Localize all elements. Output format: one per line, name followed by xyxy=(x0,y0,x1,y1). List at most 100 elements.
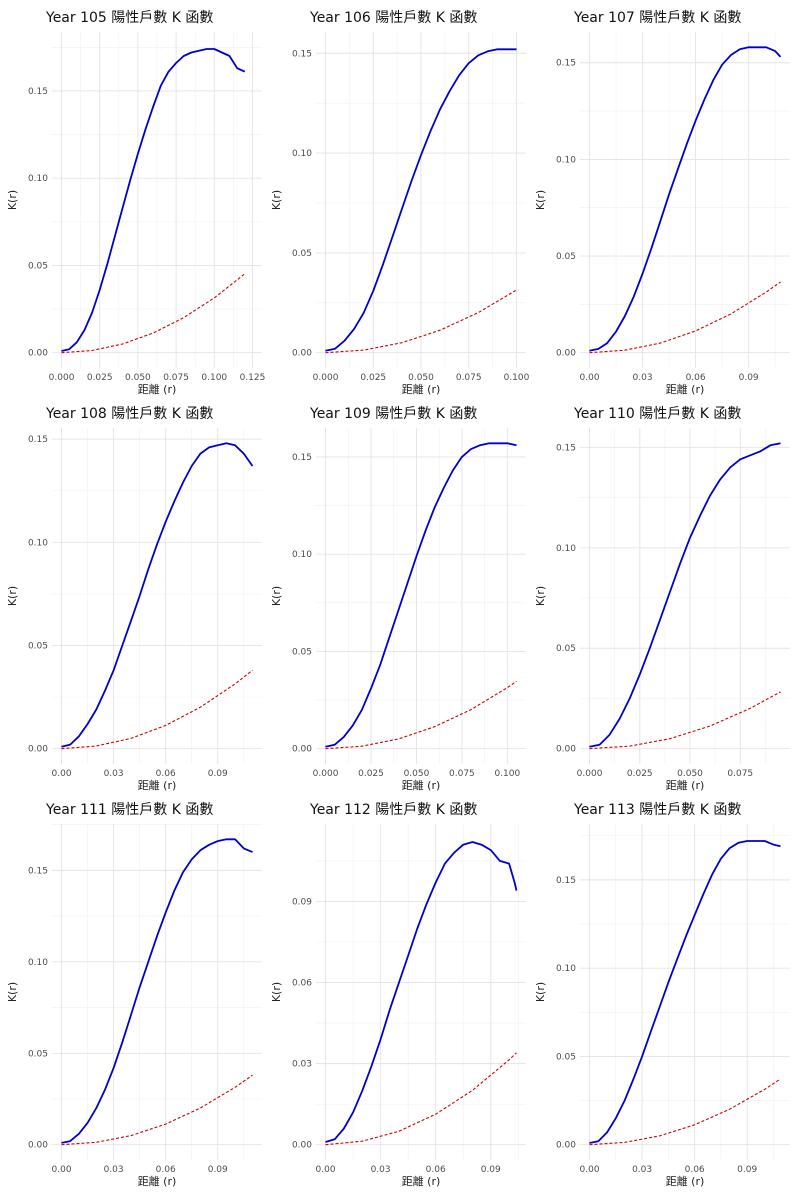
k-function-panel: 0.00 0.03 0.06 0.09 0.00 0.03 0.06 0.09 Year 112… xyxy=(268,794,530,1190)
x-tick-label: 0.06 xyxy=(426,1165,446,1175)
y-axis-label: K(r) xyxy=(270,586,283,606)
observed-k-line xyxy=(61,48,246,352)
k-function-panel: 0.00 0.03 0.06 0.09 0.00 0.05 0.10 0.15 Year 113… xyxy=(532,794,794,1190)
y-tick-label: 0.09 xyxy=(292,897,312,907)
x-tick-label: 0.050 xyxy=(677,769,703,779)
k-function-chart: 0.00 0.03 0.06 0.09 0.00 0.05 0.10 0.15 Year 111… xyxy=(6,802,262,1188)
y-tick-label: 0.05 xyxy=(28,642,48,652)
y-axis-label: K(r) xyxy=(6,190,19,210)
y-tick-label: 0.15 xyxy=(556,59,576,69)
y-tick-label: 0.15 xyxy=(292,49,312,59)
x-axis-label: 距離 (r) xyxy=(138,382,177,396)
x-tick-label: 0.09 xyxy=(737,1165,757,1175)
x-tick-label: 0.00 xyxy=(52,769,72,779)
y-tick-label: 0.15 xyxy=(556,876,576,886)
x-tick-label: 0.06 xyxy=(686,373,706,383)
x-tick-label: 0.125 xyxy=(240,373,266,383)
observed-k-line xyxy=(61,838,253,1144)
gridlines xyxy=(316,428,526,764)
y-tick-label: 0.03 xyxy=(292,1060,312,1070)
y-tick-label: 0.10 xyxy=(28,538,48,548)
theoretical-k-line xyxy=(325,680,517,750)
y-tick-label: 0.00 xyxy=(556,1141,576,1151)
x-tick-label: 0.025 xyxy=(87,373,113,383)
x-axis-label: 距離 (r) xyxy=(402,382,441,396)
x-tick-label: 0.050 xyxy=(404,769,430,779)
y-tick-label: 0.00 xyxy=(292,349,312,359)
gridlines xyxy=(580,32,790,368)
theoretical-k-line xyxy=(325,1052,517,1146)
observed-k-line xyxy=(589,840,781,1144)
gridlines xyxy=(580,824,790,1160)
y-tick-label: 0.05 xyxy=(28,1049,48,1059)
k-function-chart: 0.00 0.03 0.06 0.09 0.00 0.05 0.10 0.15 Year 108… xyxy=(6,406,262,792)
x-axis-label: 距離 (r) xyxy=(138,778,177,792)
x-tick-label: 0.000 xyxy=(49,373,75,383)
x-tick-label: 0.03 xyxy=(633,373,653,383)
x-tick-label: 0.09 xyxy=(481,1165,501,1175)
y-axis-label: K(r) xyxy=(270,982,283,1002)
k-function-chart: 0.00 0.03 0.06 0.09 0.00 0.05 0.10 0.15 Year 113… xyxy=(534,802,790,1188)
theoretical-k-line xyxy=(589,281,781,354)
k-function-panel: 0.00 0.03 0.06 0.09 0.00 0.05 0.10 0.15 Year 107… xyxy=(532,2,794,398)
y-tick-label: 0.00 xyxy=(292,745,312,755)
y-axis-label: K(r) xyxy=(270,190,283,210)
k-function-panel: 0.000 0.025 0.050 0.075 0.100 0.00 0.05 0.10 0.1… xyxy=(268,398,530,794)
x-tick-label: 0.025 xyxy=(627,769,653,779)
x-tick-label: 0.075 xyxy=(727,769,753,779)
panel-title: Year 106 陽性戶數 K 函數 xyxy=(309,10,477,26)
x-tick-label: 0.06 xyxy=(156,1165,176,1175)
x-tick-label: 0.075 xyxy=(449,769,475,779)
theoretical-k-line xyxy=(325,289,517,354)
gridlines xyxy=(52,428,262,764)
y-tick-label: 0.06 xyxy=(292,979,312,989)
y-tick-label: 0.15 xyxy=(28,866,48,876)
x-tick-label: 0.000 xyxy=(313,769,339,779)
x-tick-label: 0.000 xyxy=(577,769,603,779)
x-tick-label: 0.100 xyxy=(201,373,227,383)
y-tick-label: 0.05 xyxy=(28,261,48,271)
y-tick-label: 0.05 xyxy=(292,647,312,657)
x-tick-label: 0.075 xyxy=(456,373,482,383)
panel-title: Year 107 陽性戶數 K 函數 xyxy=(573,10,741,26)
gridlines xyxy=(52,824,262,1160)
y-axis-label: K(r) xyxy=(534,190,547,210)
y-tick-label: 0.10 xyxy=(28,958,48,968)
x-tick-label: 0.075 xyxy=(163,373,189,383)
y-tick-label: 0.05 xyxy=(556,644,576,654)
y-tick-label: 0.00 xyxy=(28,745,48,755)
gridlines xyxy=(316,824,526,1160)
k-function-panel: 0.000 0.025 0.050 0.075 0.100 0.125 0.00 0.05 0.… xyxy=(4,2,266,398)
k-function-chart: 0.000 0.025 0.050 0.075 0.100 0.00 0.05 0.10 0.1… xyxy=(270,10,530,396)
k-function-chart: 0.000 0.025 0.050 0.075 0.100 0.125 0.00 0.05 0.… xyxy=(6,10,266,396)
x-tick-label: 0.025 xyxy=(358,769,384,779)
panel-title: Year 111 陽性戶數 K 函數 xyxy=(45,802,213,818)
panel-title: Year 110 陽性戶數 K 函數 xyxy=(573,406,741,422)
y-tick-label: 0.15 xyxy=(292,453,312,463)
y-tick-label: 0.00 xyxy=(556,745,576,755)
observed-k-line xyxy=(589,442,781,748)
y-axis-label: K(r) xyxy=(534,982,547,1002)
y-tick-label: 0.10 xyxy=(292,550,312,560)
y-tick-label: 0.15 xyxy=(556,443,576,453)
x-tick-label: 0.100 xyxy=(494,769,520,779)
y-tick-label: 0.10 xyxy=(556,544,576,554)
y-tick-label: 0.10 xyxy=(292,149,312,159)
y-axis-label: K(r) xyxy=(6,586,19,606)
k-function-panel: 0.000 0.025 0.050 0.075 0.00 0.05 0.10 0.15 Year… xyxy=(532,398,794,794)
y-tick-label: 0.10 xyxy=(556,964,576,974)
y-tick-label: 0.05 xyxy=(556,252,576,262)
x-tick-label: 0.03 xyxy=(104,769,124,779)
x-axis-label: 距離 (r) xyxy=(666,382,705,396)
panel-title: Year 108 陽性戶數 K 函數 xyxy=(45,406,213,422)
theoretical-k-line xyxy=(61,669,253,750)
observed-k-line xyxy=(325,442,517,748)
theoretical-k-line xyxy=(589,691,781,750)
panel-title: Year 109 陽性戶數 K 函數 xyxy=(309,406,477,422)
x-tick-label: 0.09 xyxy=(739,373,759,383)
y-tick-label: 0.00 xyxy=(28,1141,48,1151)
y-axis-label: K(r) xyxy=(534,586,547,606)
y-tick-label: 0.05 xyxy=(556,1052,576,1062)
x-tick-label: 0.00 xyxy=(580,1165,600,1175)
